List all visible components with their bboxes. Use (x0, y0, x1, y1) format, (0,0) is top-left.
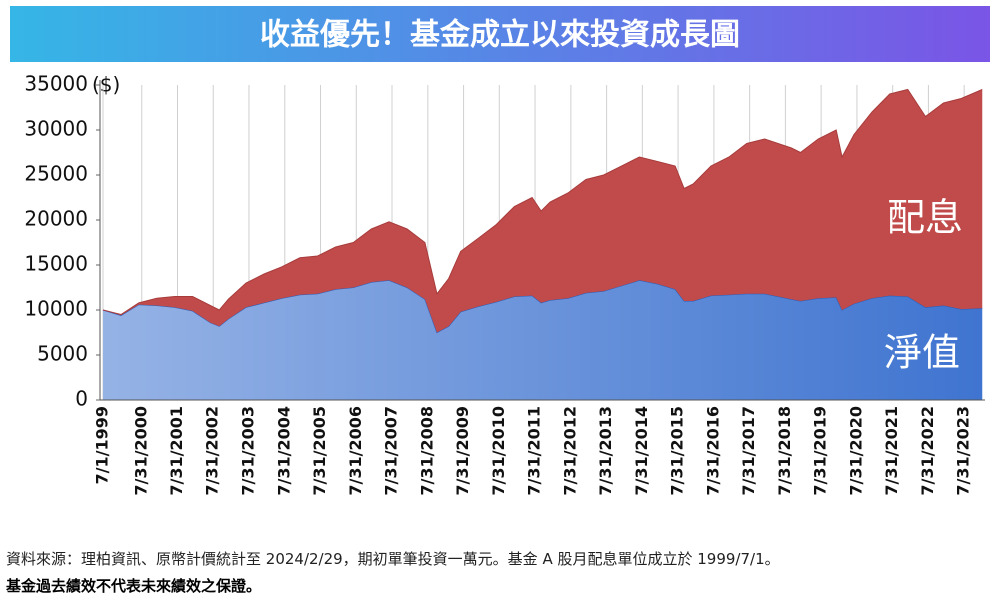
x-tick-label: 7/31/2008 (417, 406, 436, 496)
x-tick-label: 7/31/2016 (703, 406, 722, 496)
disclaimer: 基金過去績效不代表未來績效之保證。 (6, 577, 262, 595)
chart-title: 收益優先！基金成立以來投資成長圖 (260, 18, 740, 53)
y-tick-label: 15000 (24, 252, 88, 276)
x-tick-label: 7/31/2001 (167, 406, 186, 496)
x-tick-label: 7/31/2006 (346, 406, 365, 496)
x-tick-label: 7/31/2020 (846, 406, 865, 496)
x-tick-label: 7/1/1999 (93, 406, 112, 484)
x-tick-label: 7/31/2000 (131, 406, 150, 496)
x-tick-label: 7/31/2005 (310, 406, 329, 496)
x-tick-label: 7/31/2010 (489, 406, 508, 496)
x-tick-label: 7/31/2012 (560, 406, 579, 496)
series-label: 配息 (887, 196, 963, 240)
y-tick-label: 35000 (24, 72, 88, 96)
x-tick-label: 7/31/2007 (382, 406, 401, 496)
x-tick-label: 7/31/2014 (632, 406, 651, 496)
x-tick-label: 7/31/2009 (453, 406, 472, 496)
y-tick-label: 30000 (24, 117, 88, 141)
y-tick-label: 20000 (24, 207, 88, 231)
source-note: 資料來源：理柏資訊、原幣計價統計至 2024/2/29，期初單筆投資一萬元。基金… (6, 550, 780, 568)
x-tick-label: 7/31/2022 (918, 406, 937, 496)
chart: 收益優先！基金成立以來投資成長圖 ($) 7/1/1999 7/31/2000 7/… (10, 6, 990, 496)
area-edge (102, 88, 983, 316)
x-tick-label: 7/31/2015 (668, 406, 687, 496)
x-tick-label: 7/31/2013 (596, 406, 615, 496)
x-tick-label: 7/31/2019 (811, 406, 830, 496)
x-tick-label: 7/31/2003 (238, 406, 257, 496)
x-tick-label: 7/31/2002 (203, 406, 222, 496)
y-tick-label: 0 (75, 387, 88, 411)
y-tick-label: 10000 (24, 297, 88, 321)
y-tick-label: 25000 (24, 162, 88, 186)
x-tick-label: 7/31/2018 (775, 406, 794, 496)
area-shade (103, 280, 983, 400)
x-tick-label: 7/31/2021 (882, 406, 901, 496)
x-tick-label: 7/31/2023 (954, 406, 973, 496)
series-label: 淨值 (884, 331, 960, 375)
x-tick-label: 7/31/2011 (525, 406, 544, 496)
x-tick-label: 7/31/2004 (274, 406, 293, 496)
y-tick-label: 5000 (37, 342, 88, 366)
title-banner (10, 6, 990, 62)
x-tick-label: 7/31/2017 (739, 406, 758, 496)
area (103, 89, 983, 333)
